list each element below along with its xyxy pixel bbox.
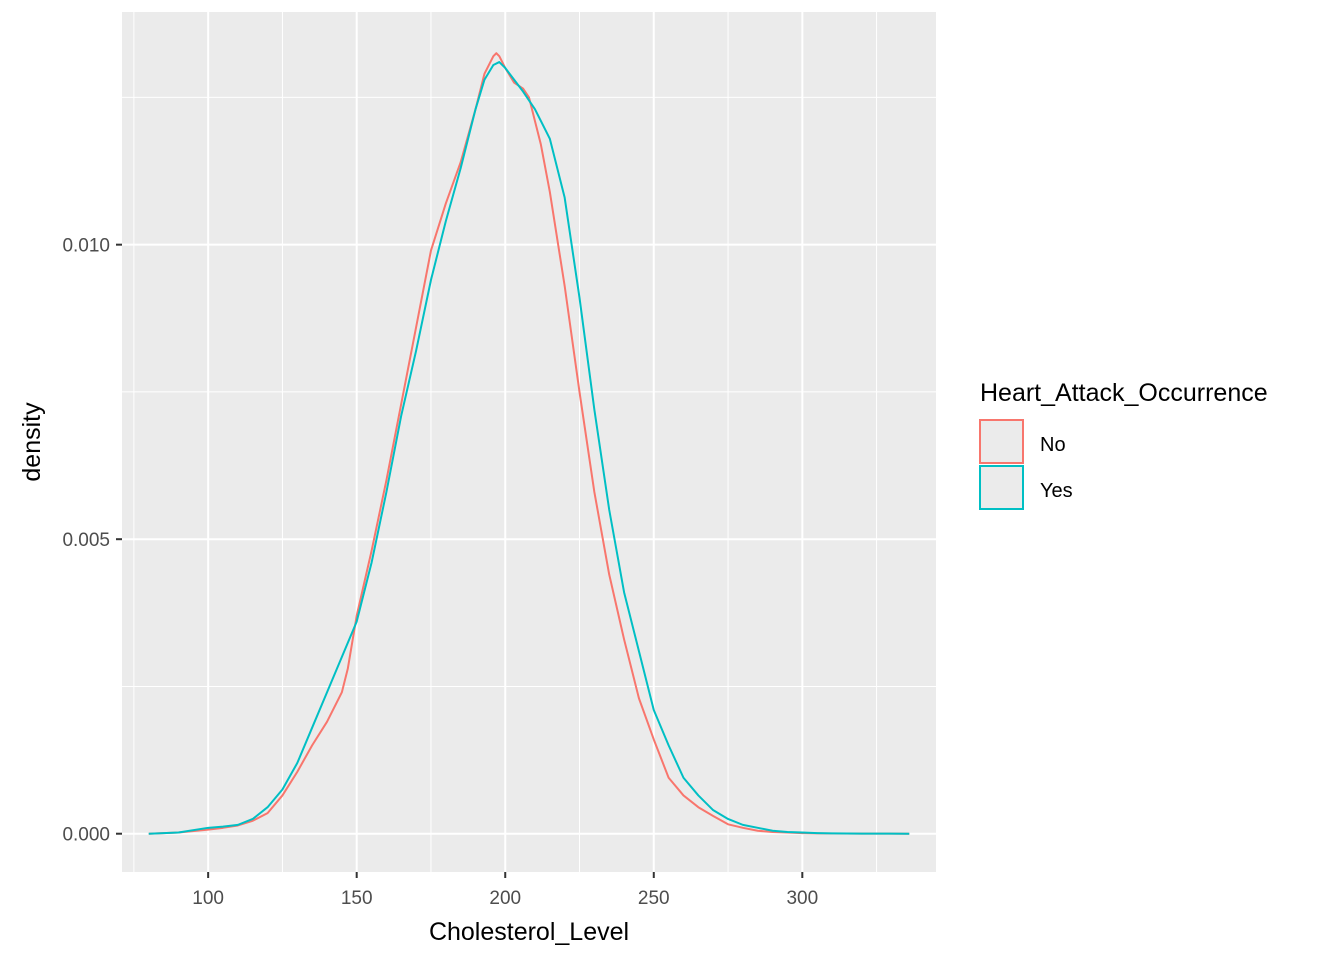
grid-lines — [122, 12, 936, 872]
panel-background — [122, 12, 936, 872]
x-tick-label: 200 — [489, 888, 521, 909]
x-tick-label: 150 — [341, 888, 373, 909]
x-tick-label: 300 — [786, 888, 818, 909]
y-tick-label: 0.000 — [62, 825, 110, 846]
legend-label-yes: Yes — [1040, 480, 1073, 502]
x-axis: 100 150 200 250 300 — [192, 872, 818, 909]
y-tick-label: 0.010 — [62, 236, 110, 257]
legend-key-no — [979, 419, 1024, 464]
legend-key-yes — [979, 465, 1024, 510]
series-line-yes — [148, 61, 910, 835]
series-lines — [148, 52, 910, 835]
y-axis: 0.000 0.005 0.010 — [62, 236, 122, 846]
y-tick-label: 0.005 — [62, 530, 110, 551]
legend-item-no: No — [979, 419, 1066, 464]
legend: Heart_Attack_Occurrence No Yes — [979, 379, 1268, 510]
legend-title: Heart_Attack_Occurrence — [980, 379, 1268, 407]
legend-label-no: No — [1040, 434, 1066, 456]
x-tick-label: 250 — [638, 888, 670, 909]
x-tick-label: 100 — [192, 888, 224, 909]
y-axis-title: density — [18, 402, 46, 482]
legend-item-yes: Yes — [979, 465, 1073, 510]
x-axis-title: Cholesterol_Level — [429, 918, 629, 946]
